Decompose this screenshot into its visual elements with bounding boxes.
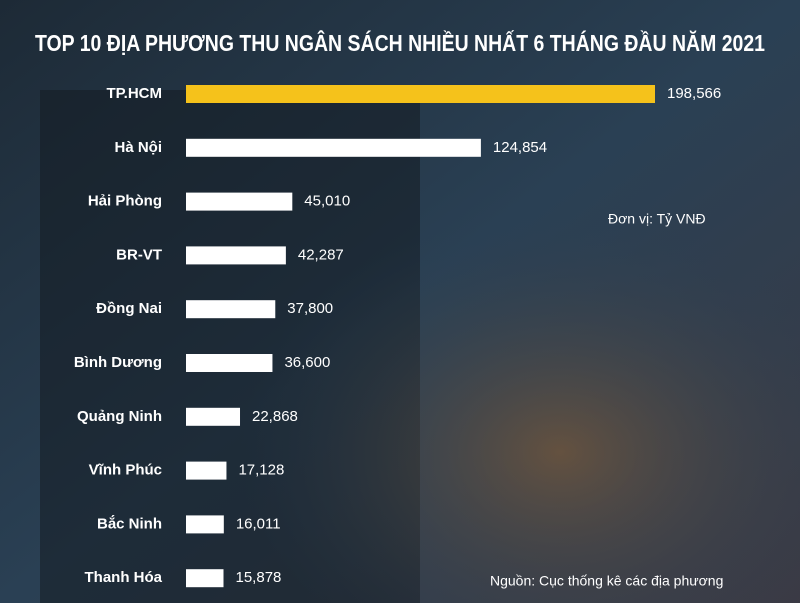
source-note: Nguồn: Cục thống kê các địa phương [490, 573, 723, 589]
chart-title: TOP 10 ĐỊA PHƯƠNG THU NGÂN SÁCH NHIỀU NH… [35, 29, 765, 56]
bar [186, 85, 655, 103]
unit-note: Đơn vị: Tỷ VNĐ [608, 211, 706, 227]
category-label: BR-VT [116, 246, 162, 263]
value-label: 124,854 [493, 139, 547, 156]
bar [186, 354, 273, 372]
value-label: 22,868 [252, 408, 298, 425]
category-label: Hà Nội [114, 139, 162, 156]
bar [186, 246, 286, 265]
category-label: Bình Dương [74, 354, 162, 371]
bar [186, 569, 224, 588]
value-label: 45,010 [304, 193, 350, 210]
bar [186, 515, 224, 534]
value-label: 17,128 [238, 462, 284, 479]
category-label: Đồng Nai [96, 300, 162, 317]
value-label: 42,287 [298, 246, 344, 263]
category-label: Hải Phòng [88, 193, 162, 210]
category-label: Bắc Ninh [97, 514, 162, 532]
category-label: TP.HCM [106, 85, 162, 102]
category-label: Vĩnh Phúc [89, 462, 162, 479]
bar [186, 138, 481, 157]
value-label: 15,878 [236, 569, 282, 586]
bar [186, 300, 276, 319]
value-label: 16,011 [236, 515, 281, 532]
value-label: 36,600 [284, 354, 330, 371]
category-label: Quảng Ninh [77, 408, 162, 425]
bar [186, 461, 227, 480]
value-label: 37,800 [287, 300, 333, 317]
bar [186, 407, 241, 426]
category-label: Thanh Hóa [85, 569, 163, 586]
value-label: 198,566 [667, 85, 721, 102]
bar [186, 192, 293, 211]
